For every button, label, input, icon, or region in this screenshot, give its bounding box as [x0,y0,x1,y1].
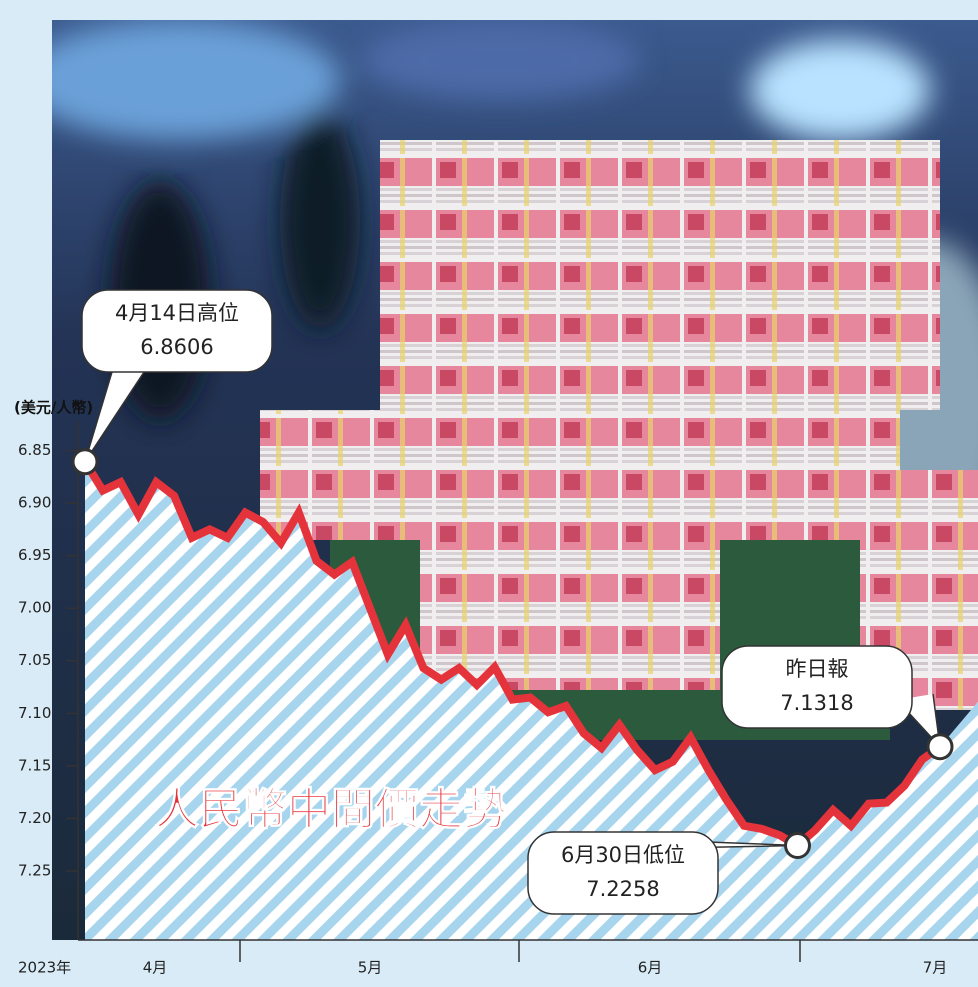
callout-value: 7.2258 [586,877,659,901]
year-label: 2023年 [18,959,71,977]
chart-title: 人民幣中間價走勢 [155,784,507,835]
y-tick-label: 7.10 [18,704,51,722]
y-tick-label: 7.25 [18,861,51,879]
callout-box [721,645,913,729]
highlight-point [71,448,99,476]
highlight-point [784,832,811,860]
photo-background [52,20,978,940]
y-tick-label: 7.00 [18,599,51,617]
x-tick-label: 6月 [638,959,663,977]
y-axis-label: (美元/人幣) [14,399,93,417]
highlight-point [926,733,954,761]
x-tick-label: 4月 [143,959,168,977]
x-tick-label: 7月 [923,959,948,977]
callout-box [81,289,273,373]
callout-box [527,831,719,915]
callout-text: 4月14日高位 [115,301,239,325]
x-axis-band [0,940,978,983]
y-tick-label: 7.05 [18,651,51,669]
x-tick-label: 5月 [358,959,383,977]
y-tick-label: 7.15 [18,756,51,774]
y-tick-label: 6.85 [18,441,51,459]
y-tick-label: 6.90 [18,494,51,512]
y-tick-label: 6.95 [18,546,51,564]
callout-text: 昨日報 [786,657,849,681]
callout-value: 7.1318 [780,691,853,715]
callout-value: 6.8606 [140,335,213,359]
callout-text: 6月30日低位 [561,843,685,867]
y-tick-label: 7.20 [18,809,51,827]
